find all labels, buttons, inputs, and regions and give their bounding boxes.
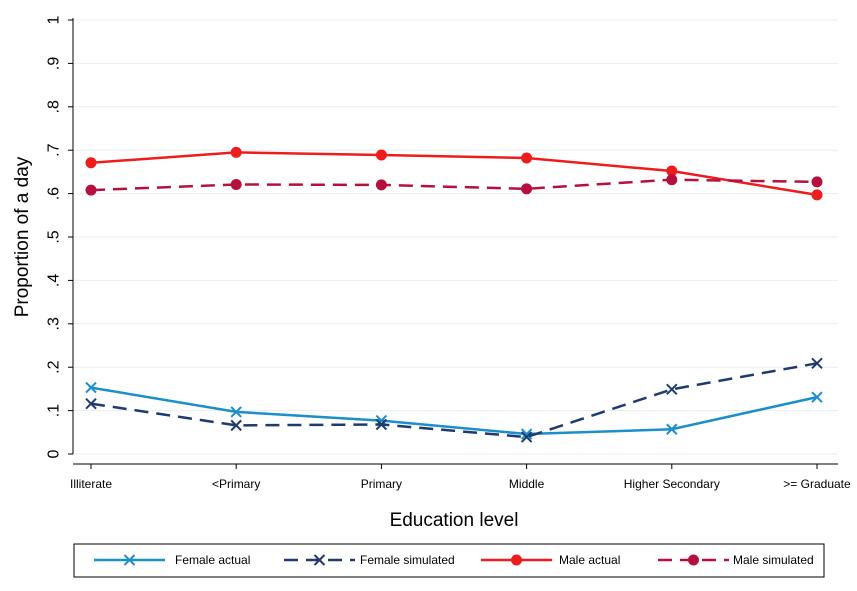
data-point (375, 418, 388, 431)
legend-label: Male simulated (733, 553, 814, 567)
legend-entry: Male actual (481, 553, 620, 567)
y-axis-label: Proportion of a day (12, 156, 33, 317)
series-line (90, 178, 818, 192)
x-axis: Illiterate <Primary Primary Middle Higher Se… (70, 463, 851, 491)
data-point (85, 184, 97, 196)
y-tick-label: 1 (46, 15, 63, 24)
legend-entry: Female simulated (284, 553, 455, 567)
x-tick-label: Primary (361, 477, 402, 491)
x-tick-label: Middle (509, 477, 545, 491)
series-female-simulated (85, 357, 823, 443)
data-point (375, 179, 387, 191)
data-point (521, 152, 533, 164)
gridlines (73, 19, 838, 455)
legend-label: Female actual (175, 553, 250, 567)
y-tick-label: .4 (46, 274, 63, 287)
legend-entry: Female actual (94, 553, 250, 567)
legend: Female actual Female simulated Male actual… (73, 543, 825, 578)
data-point (666, 383, 678, 396)
y-tick-label: .9 (46, 57, 63, 70)
data-point (520, 431, 533, 443)
data-point (230, 178, 242, 190)
data-point (688, 554, 699, 566)
data-point (666, 174, 678, 186)
data-point (666, 165, 678, 177)
y-tick-label: .2 (46, 360, 63, 373)
data-point (521, 183, 533, 195)
data-point (85, 381, 97, 394)
data-point (666, 423, 678, 435)
data-point (230, 419, 242, 432)
legend-label: Female simulated (360, 553, 455, 567)
legend-label: Male actual (559, 553, 620, 567)
x-tick-label: <Primary (212, 477, 260, 491)
legend-box (73, 543, 825, 578)
data-point (375, 149, 387, 161)
series-line (90, 386, 818, 436)
series-male-simulated (85, 174, 823, 196)
x-axis-label: Education level (390, 510, 519, 531)
y-tick-label: 0 (46, 449, 63, 458)
data-point (313, 554, 326, 566)
data-point (811, 176, 823, 188)
y-tick-label: .1 (46, 404, 63, 417)
series-male-actual (85, 146, 823, 201)
data-point (520, 428, 533, 440)
legend-entry: Male simulated (658, 553, 814, 567)
y-tick-label: .6 (46, 187, 63, 200)
y-tick-label: .8 (46, 100, 63, 113)
data-point (85, 397, 97, 410)
y-tick-label: .3 (46, 317, 63, 330)
x-tick-label: >= Graduate (783, 477, 851, 491)
data-point (511, 554, 522, 566)
series-group (85, 146, 823, 443)
y-tick-label: .5 (46, 230, 63, 243)
series-female-actual (85, 381, 823, 440)
y-tick-label: .7 (46, 143, 63, 156)
x-tick-label: Higher Secondary (624, 477, 720, 491)
data-point (811, 357, 823, 370)
y-axis: 0 .1 .2 .3 .4 .5 .6 .7 .8 .9 1 (46, 15, 74, 458)
data-point (230, 406, 242, 418)
data-point (230, 146, 242, 158)
series-line (90, 362, 818, 439)
data-point (85, 157, 97, 169)
series-line (90, 151, 818, 197)
data-point (811, 391, 823, 403)
x-tick-label: Illiterate (70, 477, 112, 491)
data-point (811, 189, 823, 201)
data-point (123, 554, 136, 566)
